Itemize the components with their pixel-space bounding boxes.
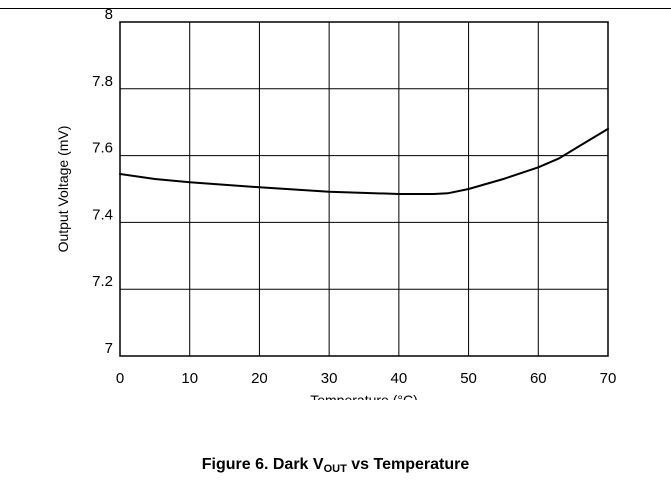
y-axis-label: Output Voltage (mV) [55, 126, 71, 253]
y-tick-label-3: 7.6 [92, 140, 113, 157]
y-tick-labels: 7 7.2 7.4 7.6 7.8 8 [92, 6, 113, 357]
x-tick-labels: 0 10 20 30 40 50 60 70 [116, 370, 617, 387]
series-line-0 [119, 127, 609, 195]
y-tick-label-1: 7.2 [92, 273, 113, 290]
caption-suffix: vs Temperature [346, 456, 470, 473]
line-chart: 7 7.2 7.4 7.6 7.8 8 0 10 20 30 40 50 60 70 Output Vo… [55, 6, 617, 400]
x-tick-label-1: 10 [181, 370, 198, 387]
x-tick-label-2: 20 [251, 370, 268, 387]
x-tick-label-0: 0 [116, 370, 124, 387]
x-tick-label-4: 40 [391, 370, 408, 387]
y-tick-label-4: 7.8 [92, 73, 113, 90]
x-tick-label-5: 50 [460, 370, 477, 387]
plot-border [119, 21, 609, 357]
x-axis-label: Temperature (°C) [310, 392, 418, 400]
grid-lines [119, 21, 609, 357]
y-tick-label-5: 8 [105, 6, 113, 23]
caption-prefix: Figure 6. Dark V [201, 456, 324, 473]
top-rule [0, 8, 671, 9]
x-tick-label-3: 30 [321, 370, 338, 387]
x-tick-label-7: 70 [600, 370, 617, 387]
y-tick-label-2: 7.4 [92, 206, 113, 223]
x-tick-label-6: 60 [530, 370, 547, 387]
y-tick-label-0: 7 [105, 340, 113, 357]
plot-frame [119, 21, 609, 357]
caption-subscript: OUT [323, 463, 347, 475]
series-group [119, 127, 609, 195]
figure-caption: Figure 6. Dark VOUT vs Temperature [0, 456, 671, 475]
